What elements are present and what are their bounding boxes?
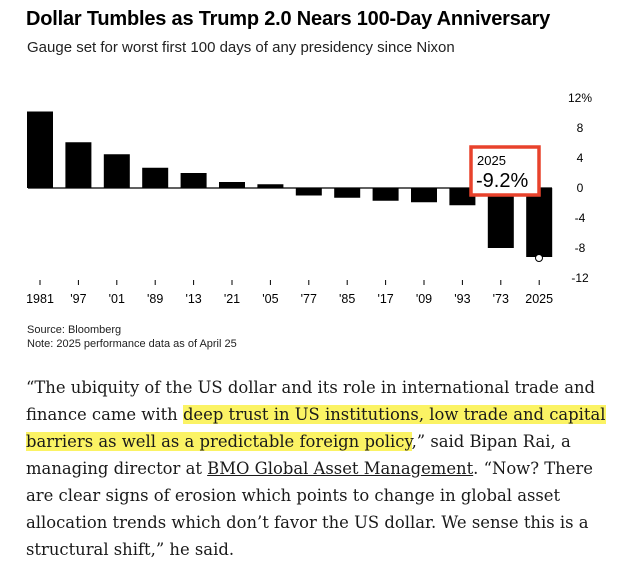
x-tick-label: '85 xyxy=(339,292,355,306)
quote-part-2: ,” said Bipan Rai, a managing director a… xyxy=(26,432,571,478)
x-tick-label: '13 xyxy=(185,292,201,306)
quote-part-3: . “Now? There are clear signs of erosion… xyxy=(26,459,593,559)
bar-chart: 12% 8 4 0 -4 -8 -12 1981 '97 '01 '89 '13 '21 '05 '77 '… xyxy=(26,91,592,306)
y-tick-label: 8 xyxy=(577,121,584,135)
annotation-year: 2025 xyxy=(477,153,506,168)
bar-01 xyxy=(103,154,130,188)
y-tick-label: 0 xyxy=(577,181,584,195)
bar-73 xyxy=(487,188,514,248)
source-text: Source: Bloomberg xyxy=(27,324,122,336)
x-tick-label: '77 xyxy=(301,292,317,306)
note-text: Note: 2025 performance data as of April … xyxy=(27,338,237,350)
bar-13 xyxy=(180,173,207,188)
chart-subtitle: Gauge set for worst first 100 days of an… xyxy=(27,39,455,56)
x-tick-label: '05 xyxy=(262,292,278,306)
x-tick-label: '97 xyxy=(70,292,86,306)
x-tick-label: 2025 xyxy=(525,292,553,306)
bmo-link[interactable]: BMO Global Asset Management xyxy=(207,459,474,478)
quote-part-1: “The ubiquity of the US dollar and its r… xyxy=(26,378,596,424)
bar-1981 xyxy=(27,111,53,188)
y-tick-label: -4 xyxy=(575,211,586,225)
article-quote: “The ubiquity of the US dollar and its r… xyxy=(26,374,606,563)
y-tick-label: -12 xyxy=(571,271,589,285)
y-tick-label: 4 xyxy=(577,151,584,165)
x-tick-label: '21 xyxy=(224,292,240,306)
x-tick-label: '09 xyxy=(416,292,432,306)
annotation-value: -9.2% xyxy=(476,170,528,192)
y-tick-label: -8 xyxy=(575,241,586,255)
bar-85 xyxy=(334,188,361,198)
x-tick-label: '01 xyxy=(109,292,125,306)
bar-2025 xyxy=(526,188,553,257)
annotation-marker xyxy=(535,254,543,262)
bar-77 xyxy=(295,188,322,196)
annotation-box xyxy=(469,145,541,197)
bar-05 xyxy=(257,184,284,188)
bar-21 xyxy=(219,182,245,188)
bar-89 xyxy=(142,167,169,188)
x-tick-label: '93 xyxy=(454,292,470,306)
x-tick-label: '17 xyxy=(377,292,393,306)
y-tick-label: 12% xyxy=(568,91,592,105)
bar-97 xyxy=(65,142,92,188)
x-tick-label: 1981 xyxy=(26,292,54,306)
chart-title: Dollar Tumbles as Trump 2.0 Nears 100-Da… xyxy=(26,8,551,30)
chart-source: Source: Bloomberg Note: 2025 performance… xyxy=(27,323,237,351)
bar-93 xyxy=(449,188,476,206)
x-tick-label: '73 xyxy=(493,292,509,306)
x-tick-label: '89 xyxy=(147,292,163,306)
bar-09 xyxy=(411,188,437,203)
bar-17 xyxy=(372,188,399,201)
